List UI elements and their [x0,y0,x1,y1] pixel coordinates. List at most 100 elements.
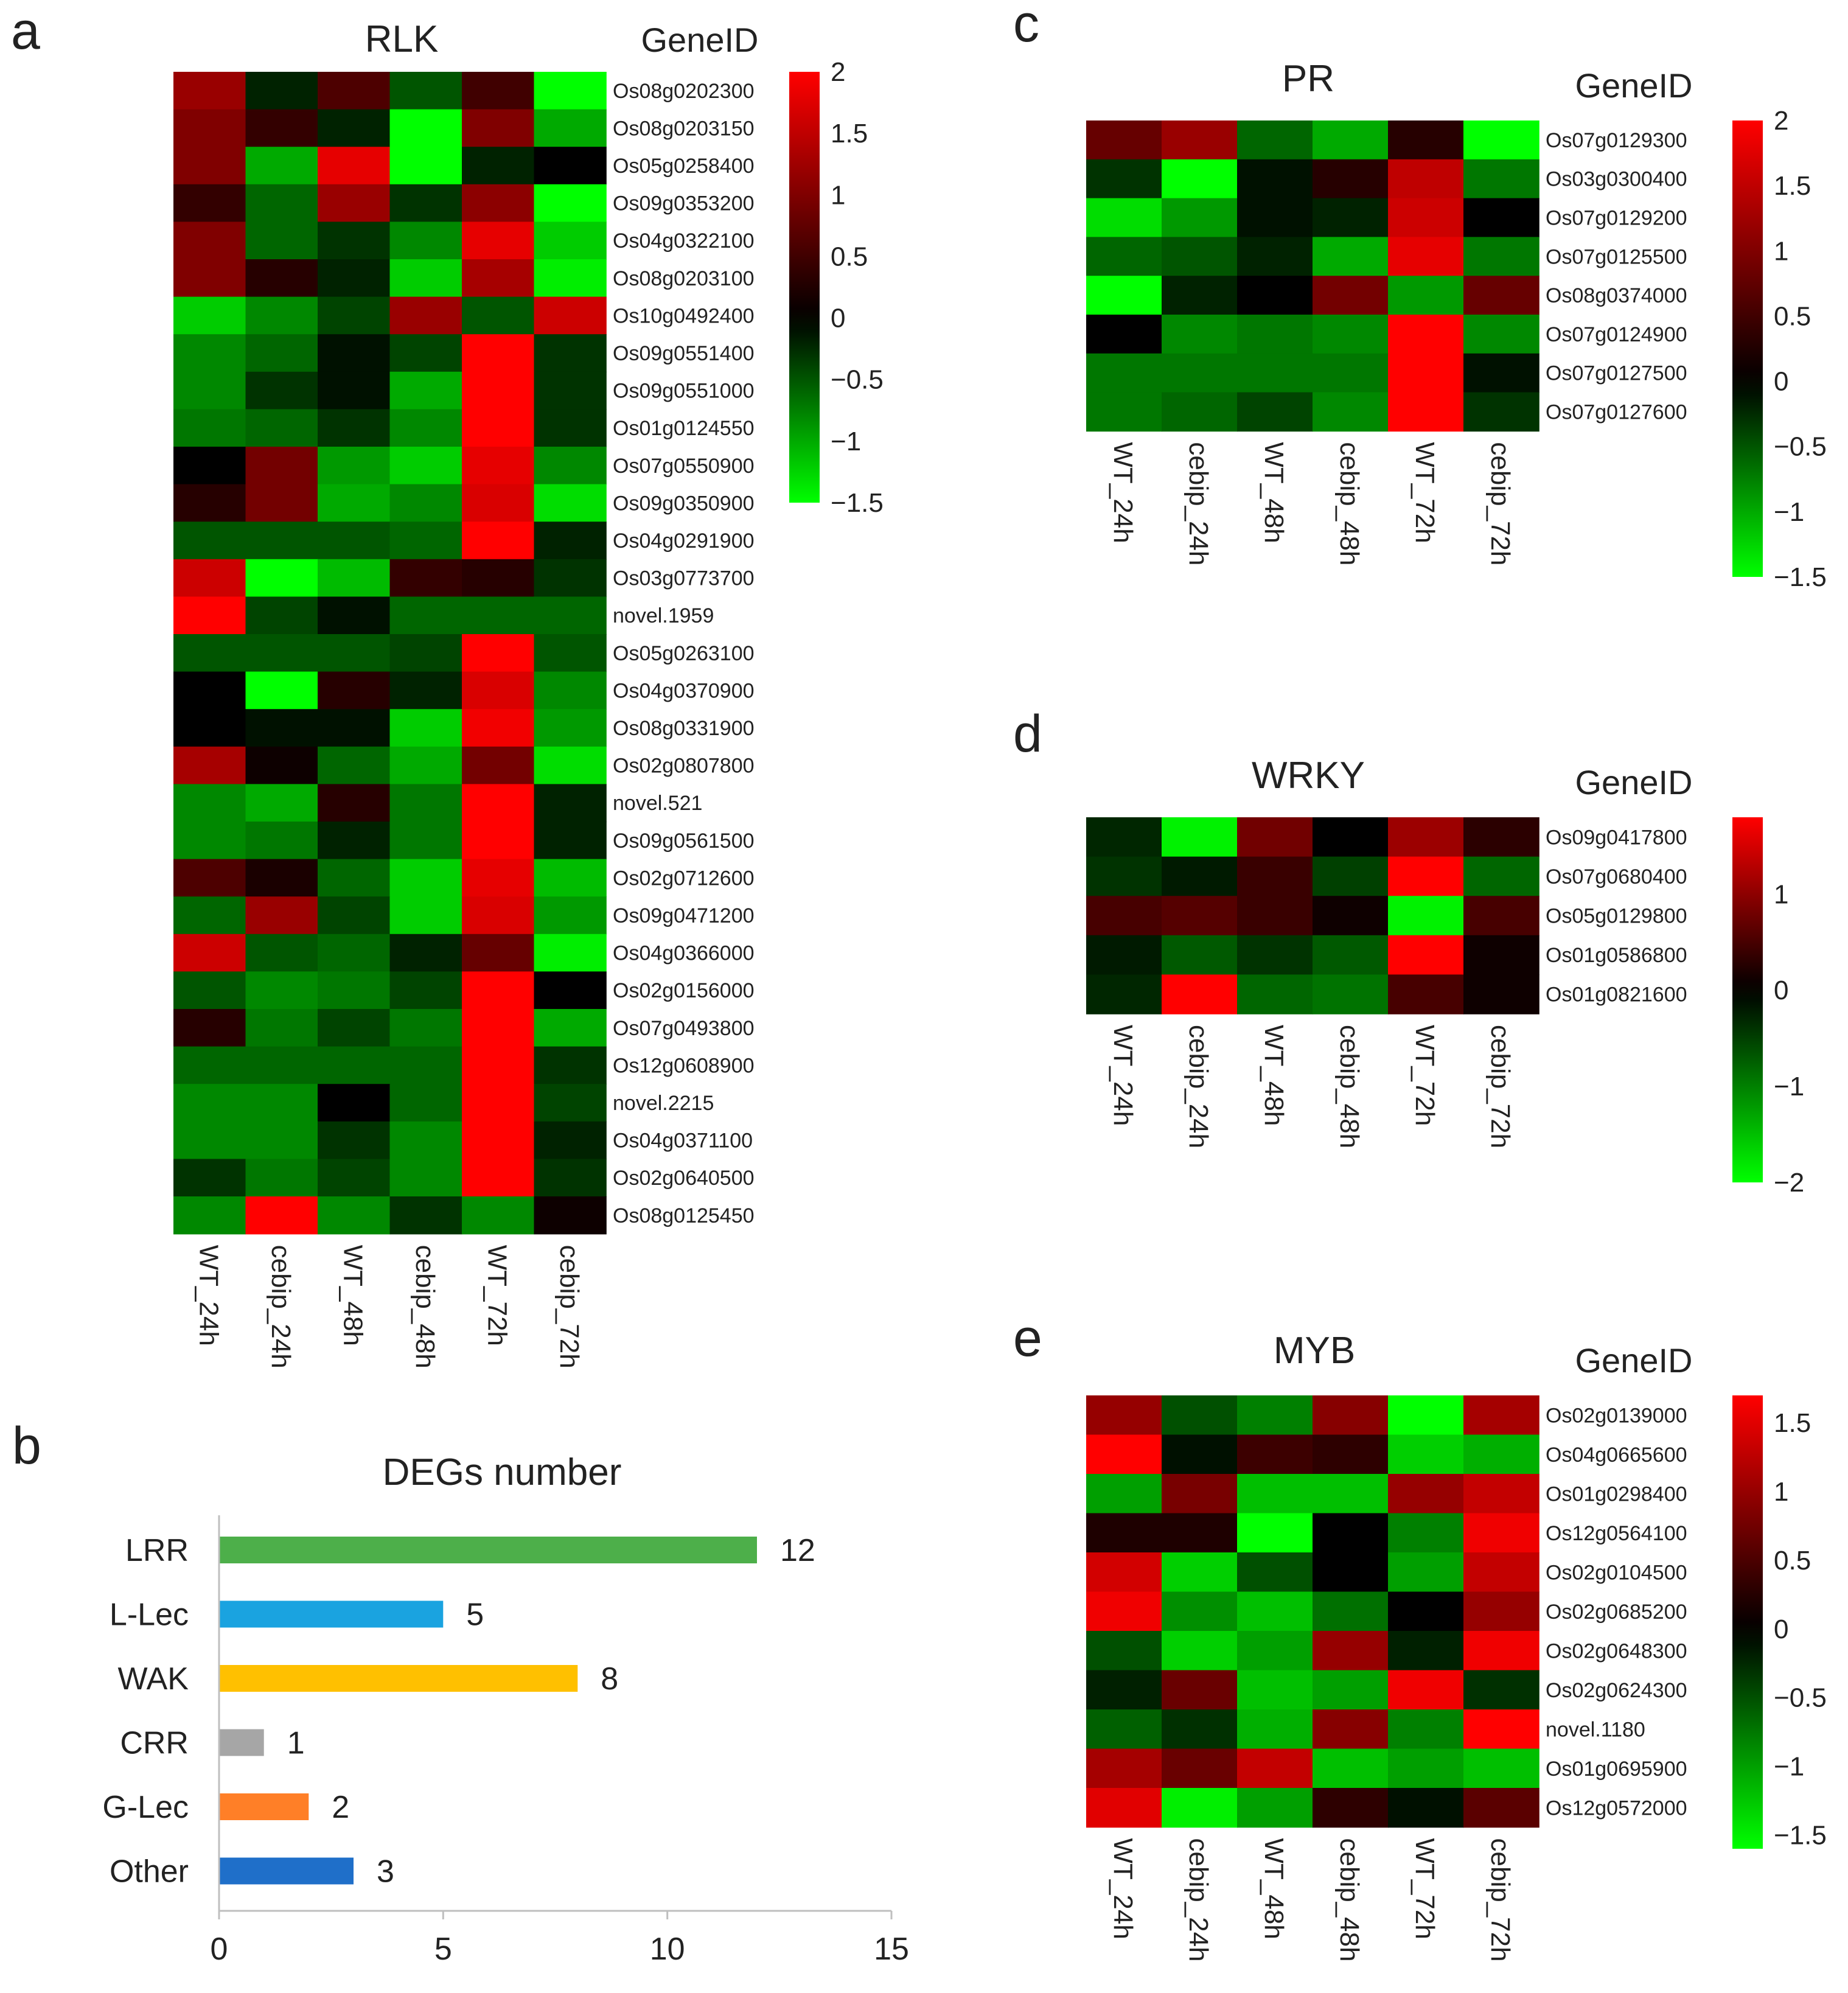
heatmap-cell [389,1121,462,1160]
heatmap-title: WRKY [1252,755,1365,797]
heatmap-cell [245,259,318,298]
gene-id-label: Os07g0680400 [1546,865,1687,888]
heatmap-cell [1237,315,1313,354]
heatmap-cell [173,522,246,560]
x-tick-label: 10 [650,1932,685,1967]
heatmap-cell [245,409,318,447]
heatmap-cell [1086,1395,1162,1436]
heatmap-cell [389,1009,462,1047]
heatmap-cell [534,934,607,972]
heatmap-cell [1162,1474,1238,1514]
colorbar-tick-label: 1 [1774,1477,1788,1507]
heatmap-cell [1463,198,1539,238]
category-label: Other [110,1854,189,1890]
heatmap-cell [462,1159,535,1197]
heatmap-cell [534,1009,607,1047]
heatmap-cell [173,184,246,223]
heatmap-cell [1388,392,1464,432]
heatmap-cell [318,147,391,185]
heatmap-cell [318,822,391,860]
heatmap-cell [462,634,535,672]
heatmap-cell [173,147,246,185]
colorbar [789,72,820,503]
heatmap-cell [1086,896,1162,936]
heatmap-cell [1313,1631,1389,1671]
heatmap-cell [173,259,246,298]
heatmap-cell [1237,392,1313,432]
heatmap-cell [462,559,535,598]
heatmap-cell [534,522,607,560]
panel-letter: e [1013,1309,1042,1367]
gene-id-label: Os08g0331900 [613,717,755,740]
heatmap-cell [245,296,318,335]
heatmap-cell [1162,1748,1238,1789]
gene-id-label: Os07g0550900 [613,455,755,478]
panel-letter: b [12,1417,41,1475]
heatmap-cell [1313,1748,1389,1789]
heatmap-cell [1086,974,1162,1014]
heatmap-cell [173,896,246,935]
heatmap-cell [245,559,318,598]
heatmap-cell [1313,353,1389,393]
heatmap-cell [462,409,535,447]
gene-id-label: Os09g0471200 [613,904,755,927]
heatmap-cell [318,596,391,635]
heatmap-cell [1388,1513,1464,1553]
heatmap-cell [1313,974,1389,1014]
gene-id-label: Os02g0648300 [1546,1639,1687,1663]
heatmap-cell [245,484,318,522]
heatmap-cell [534,671,607,710]
heatmap-cell [1388,1395,1464,1436]
heatmap-cell [1388,1631,1464,1671]
heatmap-cell [1388,1552,1464,1593]
heatmap-cell [318,671,391,710]
heatmap-cell [1086,392,1162,432]
heatmap-cell [318,72,391,110]
heatmap-cell [318,1121,391,1160]
category-label: G-Lec [102,1790,189,1825]
heatmap-cell [534,1196,607,1235]
heatmap-cell [1388,315,1464,354]
heatmap-cell [1086,856,1162,896]
heatmap-cell [245,1159,318,1197]
heatmap-cell [1388,935,1464,976]
heatmap-cell [462,671,535,710]
gene-id-label: Os02g0685200 [1546,1600,1687,1624]
heatmap-cell [389,709,462,747]
colorbar-tick-label: −1 [831,427,861,456]
heatmap-cell [1463,1591,1539,1632]
condition-label: WT_24h [1108,442,1138,543]
heatmap-cell [173,1046,246,1084]
gene-id-label: Os09g0417800 [1546,826,1687,849]
heatmap-cell [318,296,391,335]
geneid-header: GeneID [1575,1341,1693,1380]
heatmap-cell [1237,353,1313,393]
heatmap-cell [1313,159,1389,199]
heatmap-cell [245,1009,318,1047]
gene-id-label: Os01g0695900 [1546,1757,1687,1781]
heatmap-cell [245,447,318,485]
heatmap-panel-d: d WRKY GeneID Os09g0417800 Os07g0680400 Os05g… [1013,705,1804,1198]
value-label: 5 [466,1597,484,1633]
heatmap-cell [1388,276,1464,315]
heatmap-cell [462,709,535,747]
heatmap-cell [389,896,462,935]
heatmap-cell [1237,1670,1313,1710]
heatmap-cell [245,72,318,110]
heatmap-cell [1388,974,1464,1014]
heatmap-cell [534,896,607,935]
heatmap-cell [534,447,607,485]
gene-id-label: Os04g0370900 [613,679,755,702]
condition-label: cebip_48h [1334,442,1364,565]
heatmap-cell [1162,1552,1238,1593]
gene-id-label: Os09g0551400 [613,342,755,365]
gene-id-label: Os04g0665600 [1546,1443,1687,1467]
heatmap-cell [245,334,318,372]
heatmap-cell [1463,935,1539,976]
condition-label: cebip_24h [1184,442,1213,565]
heatmap-cell [1086,1591,1162,1632]
heatmap-cell [1237,974,1313,1014]
heatmap-cell [318,484,391,522]
heatmap-cell [389,784,462,822]
heatmap-cell [1086,159,1162,199]
